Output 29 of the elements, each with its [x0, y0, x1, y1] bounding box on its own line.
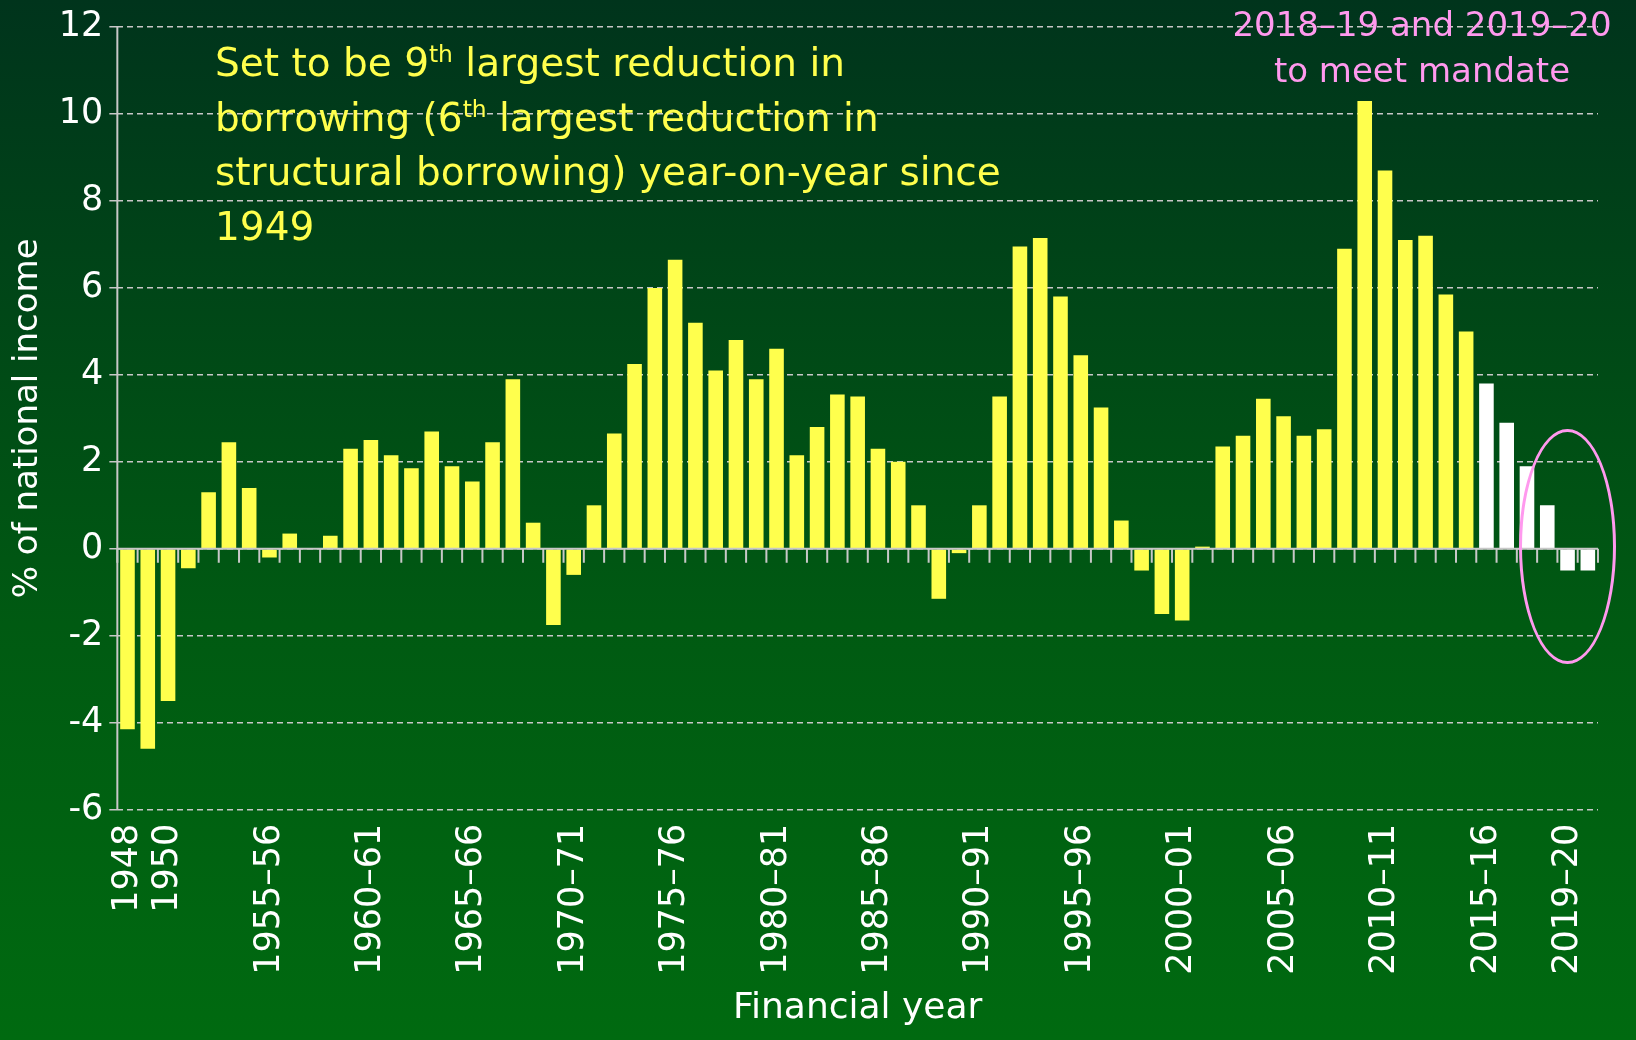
y-axis-title: % of national income	[5, 238, 46, 599]
x-tick-label: 2010–11	[1362, 823, 1403, 975]
x-tick-label: 2000–01	[1159, 823, 1200, 975]
y-tick-label: -4	[68, 699, 104, 740]
x-tick-label: 1950	[145, 823, 186, 913]
x-tick-label: 1995–96	[1057, 823, 1098, 975]
x-tick-label: 1980–81	[753, 823, 794, 975]
y-tick-label: -6	[68, 786, 104, 827]
x-tick-label: 1948	[104, 823, 145, 913]
y-tick-label: 8	[81, 178, 104, 219]
x-tick-label: 1975–76	[652, 823, 693, 975]
x-tick-label: 1955–56	[246, 823, 287, 975]
x-tick-label: 1960–61	[347, 823, 388, 975]
x-tick-label: 1970–71	[550, 823, 591, 975]
y-tick-label: 6	[81, 264, 104, 305]
y-tick-label: 2	[81, 438, 104, 479]
x-tick-label: 1965–66	[449, 823, 490, 975]
y-tick-label: 4	[81, 351, 104, 392]
x-tick-label: 2019–20	[1544, 823, 1585, 975]
x-tick-label: 2005–06	[1260, 823, 1301, 975]
y-tick-label: 0	[81, 525, 104, 566]
x-tick-label: 2015–16	[1463, 823, 1504, 975]
y-tick-label: -2	[68, 612, 104, 653]
y-tick-label: 10	[58, 91, 104, 132]
x-tick-label: 1990–91	[956, 823, 997, 975]
y-tick-label: 12	[58, 4, 104, 45]
x-tick-label: 1985–86	[855, 823, 896, 975]
annotation: 2018–19 and 2019–20 to meet mandate	[1231, 3, 1613, 92]
x-axis-title: Financial year	[732, 984, 983, 1026]
